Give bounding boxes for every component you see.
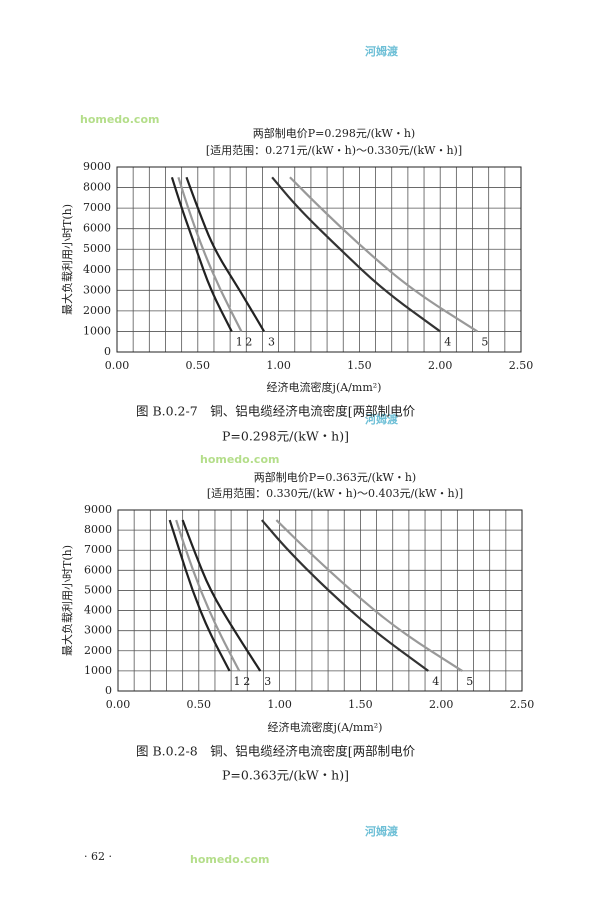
curve xyxy=(170,176,233,332)
y-tick-label: 0 xyxy=(105,684,112,697)
y-tick-label: 8000 xyxy=(83,181,111,194)
y-tick-label: 2000 xyxy=(83,304,111,317)
y-tick-label: 1000 xyxy=(83,324,111,337)
curve xyxy=(289,176,478,333)
curve-label: 1 xyxy=(234,675,241,688)
curve xyxy=(275,519,463,672)
y-tick-label: 3000 xyxy=(83,283,111,296)
watermark: homedo.com xyxy=(190,853,269,866)
x-tick-label: 1.00 xyxy=(266,359,291,372)
watermark: 河姆渡 xyxy=(365,44,399,58)
caption: 图 B.0.2-8 铜、铝电缆经济电流密度[两部制电价 xyxy=(136,744,416,759)
x-tick-label: 2.50 xyxy=(509,359,534,372)
y-tick-label: 8000 xyxy=(84,523,112,536)
curve-label: 2 xyxy=(245,335,252,348)
y-tick-label: 0 xyxy=(104,345,111,358)
page-number: · 62 · xyxy=(84,850,112,863)
curve-label: 4 xyxy=(444,335,451,348)
x-tick-label: 0.50 xyxy=(186,359,211,372)
y-tick-label: 4000 xyxy=(83,263,111,276)
x-tick-label: 0.50 xyxy=(187,698,212,711)
plot-frame xyxy=(116,166,522,353)
y-tick-label: 2000 xyxy=(84,644,112,657)
y-tick-label: 5000 xyxy=(83,242,111,255)
x-tick-label: 2.00 xyxy=(429,698,454,711)
caption: 图 B.0.2-7 铜、铝电缆经济电流密度[两部制电价 xyxy=(136,404,416,419)
caption: P=0.298元/(kW・h)] xyxy=(222,429,349,444)
curve-label: 1 xyxy=(236,335,243,348)
curve-label: 2 xyxy=(243,675,250,688)
curve-label: 4 xyxy=(432,675,439,688)
chart-title: 两部制电价P=0.363元/(kW・h) xyxy=(254,470,416,484)
curve xyxy=(175,519,241,672)
curve xyxy=(168,519,231,672)
plot-frame xyxy=(117,509,523,692)
watermark: homedo.com xyxy=(80,113,159,126)
curve-label: 3 xyxy=(264,675,271,688)
x-tick-label: 0.00 xyxy=(106,698,131,711)
y-tick-label: 9000 xyxy=(84,503,112,516)
y-tick-label: 7000 xyxy=(83,201,111,214)
caption: P=0.363元/(kW・h)] xyxy=(222,768,349,783)
curve-label: 5 xyxy=(481,335,488,348)
x-tick-label: 2.50 xyxy=(510,698,535,711)
y-tick-label: 3000 xyxy=(84,624,112,637)
x-tick-label: 1.50 xyxy=(347,359,372,372)
x-axis-label: 经济电流密度j(A/mm²) xyxy=(267,380,382,394)
y-tick-label: 1000 xyxy=(84,664,112,677)
y-axis-label: 最大负载利用小时T(h) xyxy=(60,204,74,315)
watermark: 河姆渡 xyxy=(365,824,399,838)
chart-title: 两部制电价P=0.298元/(kW・h) xyxy=(253,126,415,140)
y-tick-label: 5000 xyxy=(84,583,112,596)
watermark: 河姆渡 xyxy=(365,412,399,426)
x-tick-label: 0.00 xyxy=(105,359,130,372)
y-tick-label: 9000 xyxy=(83,160,111,173)
curve xyxy=(260,519,429,672)
watermark: homedo.com xyxy=(200,453,279,466)
x-axis-label: 经济电流密度j(A/mm²) xyxy=(268,720,383,734)
y-tick-label: 4000 xyxy=(84,604,112,617)
curve-label: 5 xyxy=(466,675,473,688)
curve-label: 3 xyxy=(268,335,275,348)
curve xyxy=(177,176,243,332)
curve xyxy=(181,519,262,672)
chart-subtitle: [适用范围：0.271元/(kW・h)～0.330元/(kW・h)] xyxy=(206,143,462,157)
curve xyxy=(271,176,441,333)
chart-subtitle: [适用范围：0.330元/(kW・h)～0.403元/(kW・h)] xyxy=(207,486,463,500)
y-axis-label: 最大负载利用小时T(h) xyxy=(60,545,74,656)
x-tick-label: 2.00 xyxy=(428,359,453,372)
x-tick-label: 1.00 xyxy=(267,698,292,711)
y-tick-label: 7000 xyxy=(84,543,112,556)
curve xyxy=(185,176,266,333)
y-tick-label: 6000 xyxy=(83,222,111,235)
y-tick-label: 6000 xyxy=(84,563,112,576)
x-tick-label: 1.50 xyxy=(348,698,373,711)
